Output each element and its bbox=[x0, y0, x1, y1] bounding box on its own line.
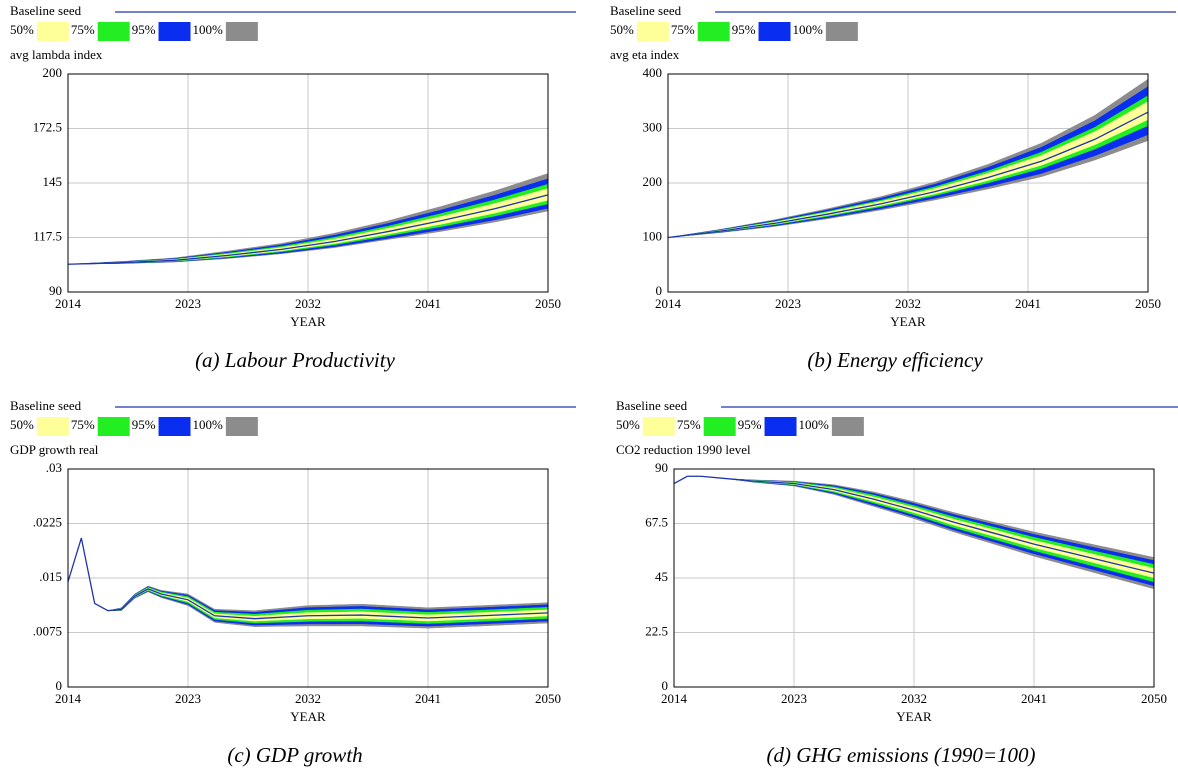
legend-swatch bbox=[758, 22, 791, 41]
y-tick-label: 200 bbox=[643, 174, 663, 189]
y-tick-label: 172.5 bbox=[33, 119, 62, 134]
y-tick-label: 90 bbox=[49, 283, 62, 298]
legend-label: 75% bbox=[71, 417, 95, 432]
y-tick-label: 400 bbox=[643, 65, 663, 80]
y-tick-label: .03 bbox=[46, 460, 62, 475]
x-axis-label: YEAR bbox=[290, 709, 326, 724]
x-tick-label: 2041 bbox=[415, 691, 441, 706]
y-tick-label: 45 bbox=[655, 569, 668, 584]
legend-swatch bbox=[158, 417, 191, 436]
x-tick-label: 2023 bbox=[781, 691, 807, 706]
legend-label: 50% bbox=[610, 22, 634, 37]
y-tick-label: 22.5 bbox=[645, 623, 668, 638]
plot-frame bbox=[67, 73, 549, 293]
x-tick-label: 2050 bbox=[535, 691, 561, 706]
legend-swatch bbox=[97, 22, 130, 41]
legend-swatch bbox=[831, 417, 864, 436]
legend-label: Baseline seed bbox=[10, 3, 82, 18]
legend-label: Baseline seed bbox=[616, 398, 688, 413]
x-tick-label: 2014 bbox=[55, 296, 82, 311]
x-tick-label: 2023 bbox=[775, 296, 801, 311]
plot-frame bbox=[673, 468, 1155, 688]
legend-swatch bbox=[642, 417, 675, 436]
x-tick-label: 2032 bbox=[895, 296, 921, 311]
legend-swatch bbox=[703, 417, 736, 436]
legend-label: 75% bbox=[71, 22, 95, 37]
x-tick-label: 2041 bbox=[1021, 691, 1047, 706]
x-axis-label: YEAR bbox=[896, 709, 932, 724]
x-tick-label: 2041 bbox=[415, 296, 441, 311]
caption: (d) GHG emissions (1990=100) bbox=[766, 743, 1035, 767]
plot-frame bbox=[67, 468, 549, 688]
legend-label: 95% bbox=[132, 22, 156, 37]
legend-swatch bbox=[225, 417, 258, 436]
x-tick-label: 2050 bbox=[1141, 691, 1167, 706]
x-tick-label: 2014 bbox=[655, 296, 682, 311]
legend-swatch bbox=[225, 22, 258, 41]
legend-label: Baseline seed bbox=[10, 398, 82, 413]
x-tick-label: 2032 bbox=[295, 296, 321, 311]
x-tick-label: 2023 bbox=[175, 691, 201, 706]
legend-swatch bbox=[697, 22, 730, 41]
x-axis-label: YEAR bbox=[290, 314, 326, 329]
legend-swatch bbox=[825, 22, 858, 41]
legend-label: 100% bbox=[193, 417, 224, 432]
y-axis-label: CO2 reduction 1990 level bbox=[616, 442, 751, 457]
legend-label: 95% bbox=[732, 22, 756, 37]
legend-label: 95% bbox=[132, 417, 156, 432]
legend-swatch bbox=[97, 417, 130, 436]
x-tick-label: 2050 bbox=[535, 296, 561, 311]
x-tick-label: 2050 bbox=[1135, 296, 1161, 311]
baseline-line bbox=[673, 475, 1155, 574]
legend-label: 100% bbox=[799, 417, 830, 432]
x-tick-label: 2041 bbox=[1015, 296, 1041, 311]
y-tick-label: 300 bbox=[643, 119, 663, 134]
y-axis-label: avg eta index bbox=[610, 47, 680, 62]
y-tick-label: 67.5 bbox=[645, 514, 668, 529]
caption: (c) GDP growth bbox=[227, 743, 362, 767]
y-tick-label: .0075 bbox=[33, 623, 62, 638]
legend-label: 75% bbox=[671, 22, 695, 37]
legend-label: 100% bbox=[193, 22, 224, 37]
y-axis-label: avg lambda index bbox=[10, 47, 103, 62]
legend-swatch bbox=[764, 417, 797, 436]
x-axis-label: YEAR bbox=[890, 314, 926, 329]
x-tick-label: 2014 bbox=[661, 691, 688, 706]
legend-label: Baseline seed bbox=[610, 3, 682, 18]
baseline-line bbox=[667, 111, 1149, 239]
y-tick-label: 100 bbox=[643, 228, 663, 243]
y-tick-label: .015 bbox=[39, 569, 62, 584]
legend-swatch bbox=[36, 417, 69, 436]
legend-label: 95% bbox=[738, 417, 762, 432]
legend-label: 100% bbox=[793, 22, 824, 37]
caption: (b) Energy efficiency bbox=[807, 348, 983, 372]
legend-swatch bbox=[158, 22, 191, 41]
y-tick-label: 145 bbox=[43, 174, 63, 189]
y-tick-label: 0 bbox=[56, 678, 63, 693]
y-tick-label: 0 bbox=[656, 283, 663, 298]
plot-frame bbox=[667, 73, 1149, 293]
y-axis-label: GDP growth real bbox=[10, 442, 99, 457]
x-tick-label: 2032 bbox=[295, 691, 321, 706]
legend-label: 50% bbox=[616, 417, 640, 432]
y-tick-label: 0 bbox=[662, 678, 669, 693]
x-tick-label: 2023 bbox=[175, 296, 201, 311]
caption: (a) Labour Productivity bbox=[195, 348, 396, 372]
legend-label: 75% bbox=[677, 417, 701, 432]
legend-swatch bbox=[36, 22, 69, 41]
y-tick-label: 90 bbox=[655, 460, 668, 475]
y-tick-label: 200 bbox=[43, 65, 63, 80]
x-tick-label: 2014 bbox=[55, 691, 82, 706]
y-tick-label: 117.5 bbox=[33, 228, 62, 243]
baseline-line bbox=[67, 194, 549, 265]
legend-label: 50% bbox=[10, 417, 34, 432]
y-tick-label: .0225 bbox=[33, 514, 62, 529]
legend-swatch bbox=[636, 22, 669, 41]
legend-label: 50% bbox=[10, 22, 34, 37]
x-tick-label: 2032 bbox=[901, 691, 927, 706]
baseline-line bbox=[67, 537, 549, 620]
